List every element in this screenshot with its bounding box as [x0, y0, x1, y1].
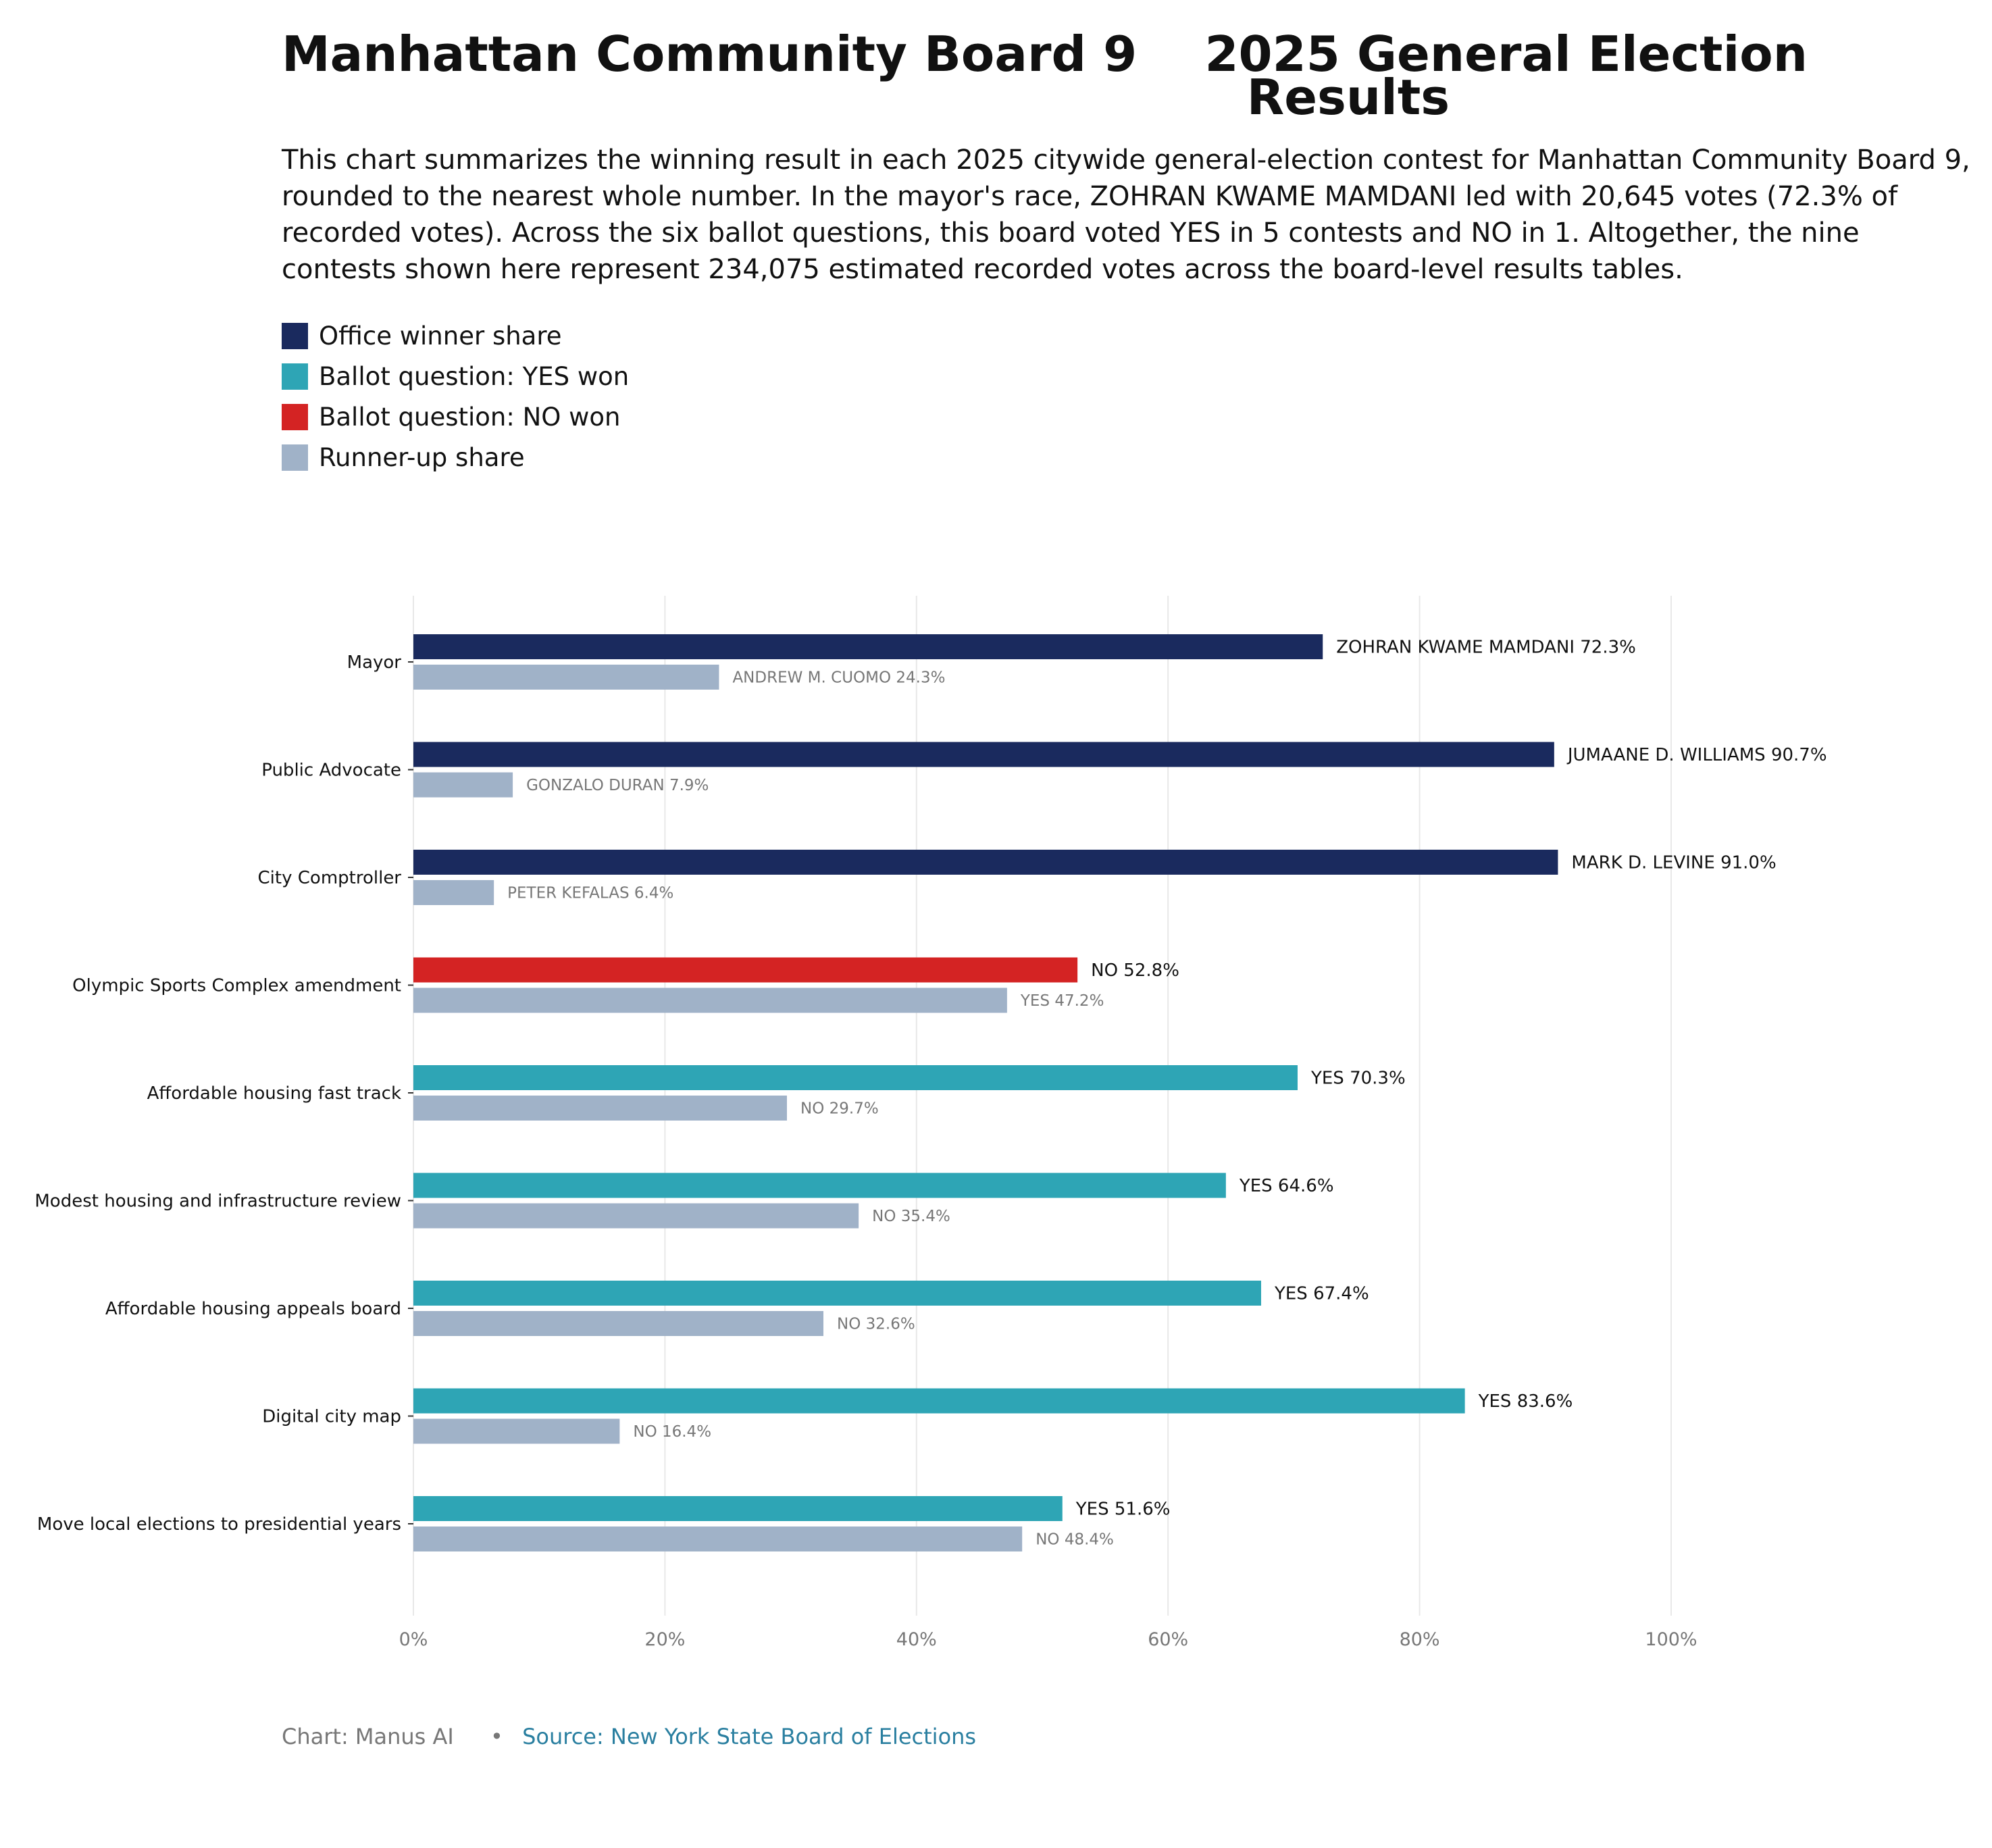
- runner-up-label: NO 16.4%: [633, 1423, 711, 1441]
- runner-up-bar: [413, 1203, 859, 1229]
- footer-separator: •: [490, 1724, 503, 1749]
- legend-swatch-office-winner: [282, 322, 308, 349]
- legend-swatch-yes-won: [282, 363, 308, 390]
- legend: Office winner share Ballot question: YES…: [282, 315, 629, 478]
- winner-bar: [413, 1065, 1298, 1090]
- runner-up-bar: [413, 1096, 788, 1121]
- legend-item-no-won: Ballot question: NO won: [282, 396, 629, 437]
- legend-swatch-runner-up: [282, 444, 308, 471]
- category-label: Move local elections to presidential yea…: [37, 1514, 401, 1535]
- runner-up-bar: [413, 1526, 1023, 1551]
- runner-up-bar: [413, 772, 513, 798]
- winner-bar: [413, 1388, 1465, 1414]
- bar-chart: 0% 20% 40% 60% 80% 100% Mayor ZOHRAN KWAME MAMD…: [34, 596, 1827, 1650]
- chart-description: This chart summarizes the winning result…: [282, 145, 1970, 285]
- winner-bar: [413, 1173, 1226, 1198]
- winner-label: NO 52.8%: [1091, 960, 1179, 981]
- category-label: Mayor: [347, 652, 402, 673]
- runner-up-label: GONZALO DURAN 7.9%: [526, 777, 709, 794]
- chart-credit: Chart: Manus AI: [282, 1724, 454, 1749]
- category-label: Digital city map: [262, 1407, 401, 1427]
- runner-up-bar: [413, 880, 494, 905]
- x-tick-label: 20%: [644, 1629, 685, 1650]
- legend-item-runner-up: Runner-up share: [282, 437, 629, 478]
- winner-bar: [413, 742, 1554, 767]
- chart-title: Manhattan Community Board 9 2025 General…: [282, 26, 1808, 126]
- category-label: Modest housing and infrastructure review: [34, 1191, 401, 1212]
- x-tick-label: 60%: [1148, 1629, 1188, 1650]
- winner-label: YES 64.6%: [1239, 1176, 1334, 1196]
- x-tick-label: 0%: [399, 1629, 428, 1650]
- runner-up-bar: [413, 1311, 824, 1336]
- runner-up-bar: [413, 987, 1007, 1013]
- winner-label: YES 67.4%: [1274, 1284, 1369, 1304]
- winner-bar: [413, 957, 1078, 983]
- category-label: Public Advocate: [261, 761, 401, 781]
- runner-up-label: YES 47.2%: [1020, 992, 1104, 1010]
- legend-item-office-winner: Office winner share: [282, 315, 629, 356]
- winner-label: JUMAANE D. WILLIAMS 90.7%: [1566, 745, 1827, 765]
- runner-up-label: NO 35.4%: [872, 1208, 950, 1225]
- category-label: Affordable housing fast track: [147, 1083, 401, 1104]
- x-tick-label: 100%: [1645, 1629, 1697, 1650]
- x-tick-label: 80%: [1400, 1629, 1440, 1650]
- winner-label: ZOHRAN KWAME MAMDANI 72.3%: [1336, 638, 1636, 658]
- legend-swatch-no-won: [282, 403, 308, 430]
- winner-label: YES 83.6%: [1478, 1391, 1573, 1412]
- winner-bar: [413, 850, 1558, 875]
- runner-up-label: ANDREW M. CUOMO 24.3%: [732, 669, 945, 687]
- legend-item-yes-won: Ballot question: YES won: [282, 356, 629, 396]
- source-link[interactable]: Source: New York State Board of Election…: [522, 1724, 977, 1749]
- legend-label: Office winner share: [319, 321, 562, 351]
- category-label: City Comptroller: [258, 868, 402, 888]
- winner-label: YES 70.3%: [1310, 1069, 1406, 1089]
- category-label: Affordable housing appeals board: [105, 1299, 401, 1319]
- winner-bar: [413, 1496, 1063, 1521]
- legend-label: Runner-up share: [319, 442, 525, 472]
- runner-up-label: NO 32.6%: [837, 1316, 915, 1333]
- runner-up-label: NO 29.7%: [800, 1100, 879, 1118]
- category-label: Olympic Sports Complex amendment: [72, 976, 401, 996]
- legend-label: Ballot question: YES won: [319, 361, 630, 391]
- footer: Chart: Manus AI • Source: New York State…: [282, 1724, 976, 1749]
- winner-bar: [413, 1281, 1261, 1306]
- runner-up-label: PETER KEFALAS 6.4%: [507, 885, 673, 902]
- runner-up-bar: [413, 665, 719, 690]
- x-tick-label: 40%: [896, 1629, 937, 1650]
- runner-up-label: NO 48.4%: [1036, 1531, 1114, 1549]
- winner-label: MARK D. LEVINE 91.0%: [1571, 853, 1776, 873]
- legend-label: Ballot question: NO won: [319, 402, 621, 432]
- winner-bar: [413, 634, 1323, 659]
- runner-up-bar: [413, 1418, 620, 1444]
- winner-label: YES 51.6%: [1075, 1499, 1171, 1520]
